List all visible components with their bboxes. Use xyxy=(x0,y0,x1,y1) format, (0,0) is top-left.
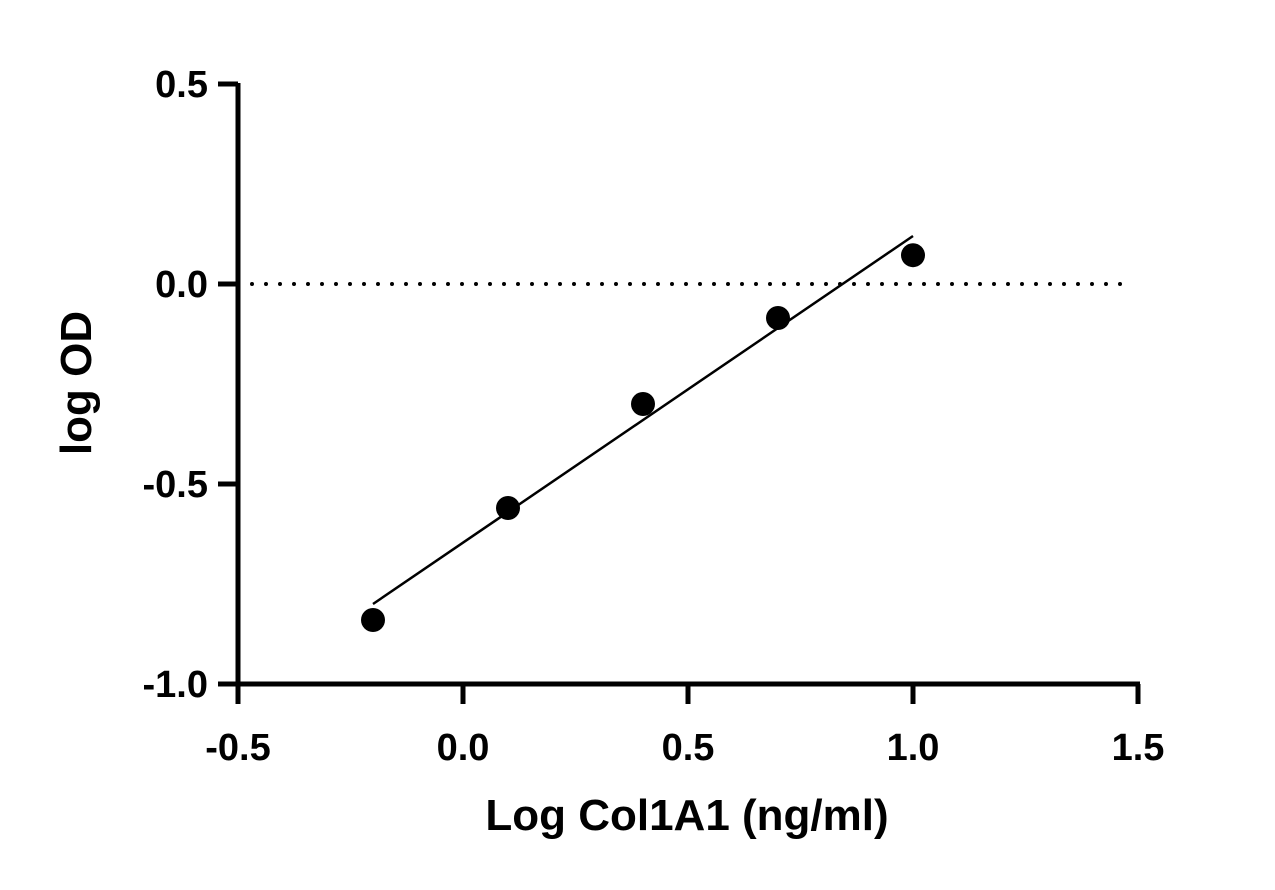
y-tick-label: 0.0 xyxy=(155,264,208,306)
x-tick-label: 1.0 xyxy=(887,727,940,769)
x-tick-label: 1.5 xyxy=(1112,727,1165,769)
x-axis-label: Log Col1A1 (ng/ml) xyxy=(485,791,888,840)
fit-line-group xyxy=(372,234,914,606)
data-point xyxy=(766,306,790,330)
x-tick-label: 0.5 xyxy=(662,727,715,769)
x-tick-label: -0.5 xyxy=(205,727,270,769)
tick-labels: 0.5 0.0 -0.5 -1.0 -0.5 0.0 0.5 1.0 1.5 xyxy=(143,64,1165,769)
axes xyxy=(218,81,1141,704)
x-tick-label: 0.0 xyxy=(437,727,490,769)
data-points xyxy=(361,243,925,632)
data-point xyxy=(631,392,655,416)
y-axis-label: log OD xyxy=(52,311,101,455)
data-point xyxy=(901,243,925,268)
data-point xyxy=(361,608,385,632)
data-point xyxy=(496,496,520,520)
fit-line xyxy=(372,234,914,606)
y-tick-label: -1.0 xyxy=(143,664,208,706)
y-tick-label: -0.5 xyxy=(143,464,208,506)
y-tick-label: 0.5 xyxy=(155,64,208,106)
